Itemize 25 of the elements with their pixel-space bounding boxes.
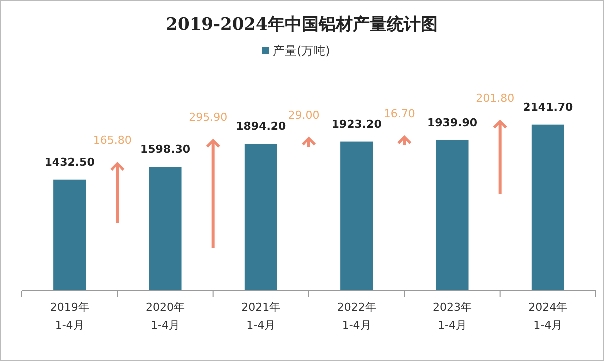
bar xyxy=(149,167,182,291)
x-tick-label: 2020年 1-4月 xyxy=(146,301,185,332)
data-label: 1598.30 xyxy=(140,143,191,156)
text: 295.90 xyxy=(189,111,228,124)
bar xyxy=(340,142,374,291)
x-tick-label: 2024年 1-4月 xyxy=(528,301,568,332)
data-label: 1923.20 xyxy=(332,118,382,131)
chart-title: 2019-2024年中国铝材产量统计图 xyxy=(166,15,438,35)
text: 29.00 xyxy=(288,108,320,122)
x-tick-label: 2023年 1-4月 xyxy=(433,301,472,332)
data-label: 1939.90 xyxy=(427,116,478,130)
bar xyxy=(436,140,469,291)
x-tick-label: 2022年 1-4月 xyxy=(337,301,376,332)
annotation: 165.80 xyxy=(93,134,132,148)
data-label: 1432.50 xyxy=(44,156,96,169)
text: 16.70 xyxy=(384,108,416,120)
data-label: 2141.70 xyxy=(523,100,574,114)
text: 201.80 xyxy=(476,92,515,105)
bar xyxy=(54,180,86,291)
bar xyxy=(244,144,278,291)
bar xyxy=(532,124,564,291)
data-label: 1894.20 xyxy=(236,120,287,134)
legend-label: 产量(万吨) xyxy=(273,44,330,58)
x-tick-label: 2021年 1-4月 xyxy=(242,301,281,332)
x-tick-label: 2019年 1-4月 xyxy=(50,301,90,332)
